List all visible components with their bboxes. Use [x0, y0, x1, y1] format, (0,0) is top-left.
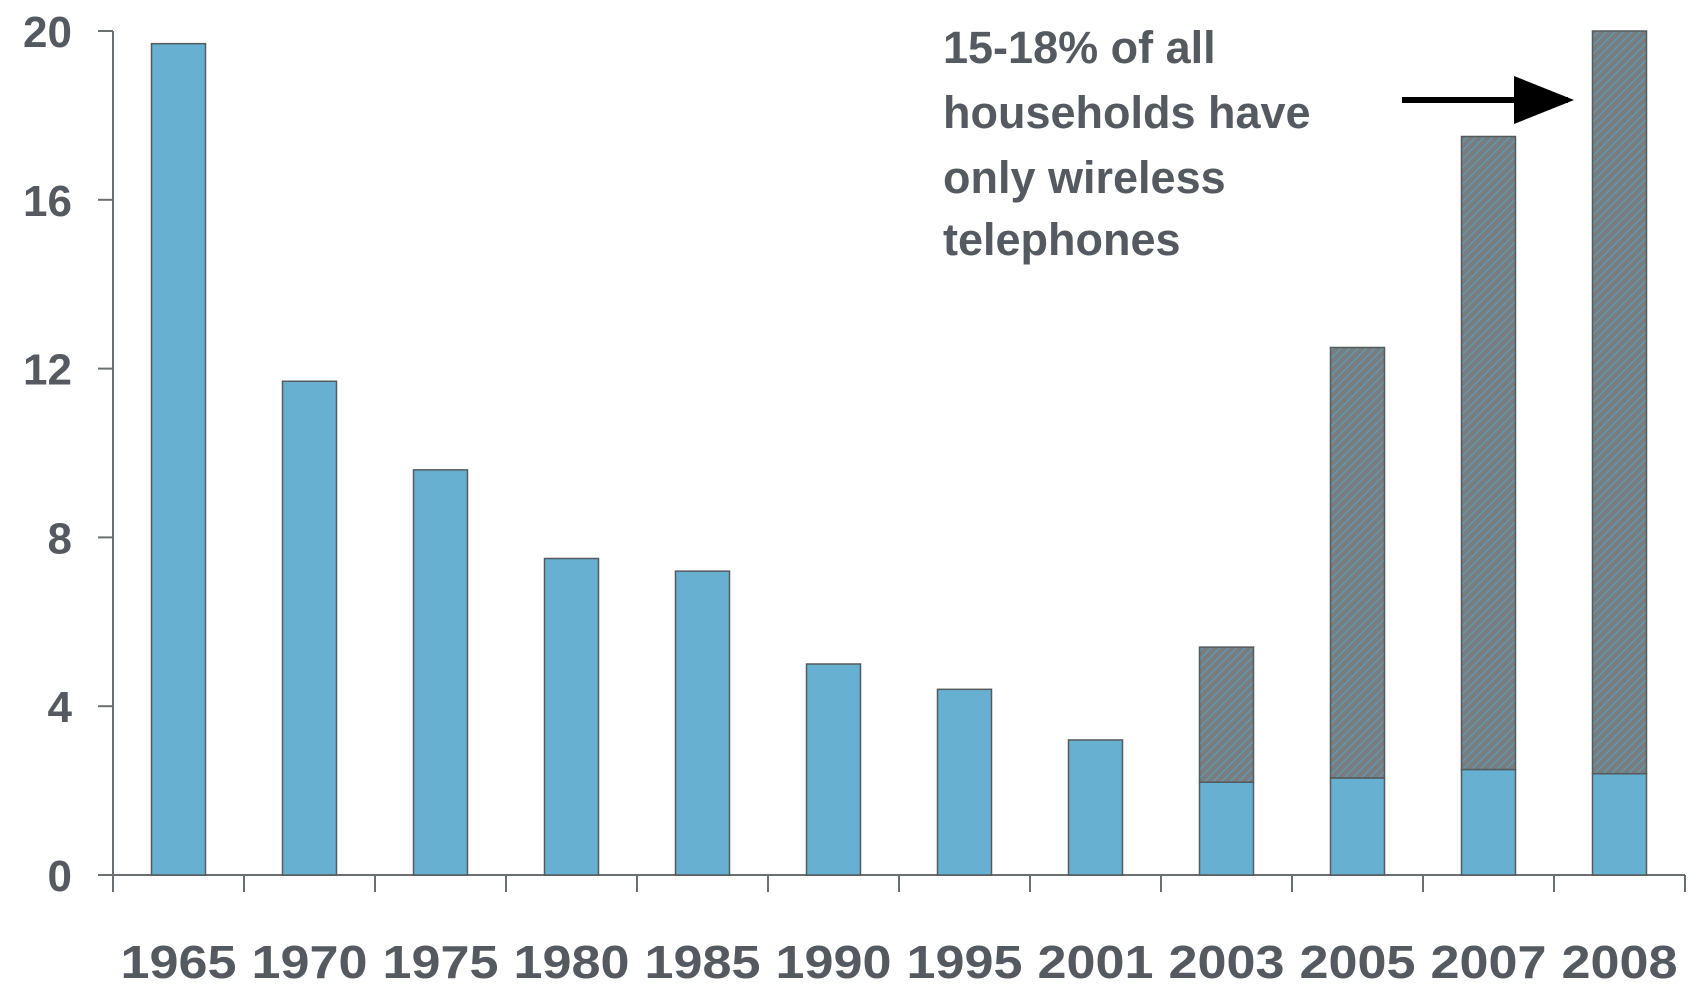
y-tick-label: 4 — [48, 683, 73, 732]
x-axis: 1965 1970 1975 1980 1985 1990 1995 2001 2003 2005… — [112, 874, 1686, 986]
bar-segment-base — [1198, 781, 1255, 876]
x-tick-label: 1975 — [383, 936, 499, 986]
bar-segment-base — [412, 469, 469, 876]
y-tick-label: 0 — [48, 852, 72, 901]
y-tick-label: 16 — [23, 177, 72, 226]
x-tick-label: 1980 — [514, 936, 630, 986]
annotation-line-2: households have — [943, 87, 1311, 138]
x-tick-label: 1985 — [645, 936, 761, 986]
x-tick-label: 2001 — [1038, 936, 1154, 986]
x-tick-label: 2007 — [1431, 936, 1547, 986]
bar-segment-base — [805, 663, 862, 876]
bar-segment-base — [674, 570, 731, 876]
bar-segment-base — [281, 380, 338, 876]
bar-segment-base — [1591, 772, 1648, 876]
x-tick-label: 1970 — [252, 936, 368, 986]
bar-segment-hatched — [1198, 646, 1255, 783]
x-tick-label: 1990 — [776, 936, 892, 986]
x-tick-label: 2003 — [1169, 936, 1285, 986]
bar-segment-base — [1460, 768, 1517, 876]
bar-segment-hatched — [1460, 135, 1517, 771]
y-tick-label: 8 — [48, 514, 72, 563]
bar-segment-base — [1329, 777, 1386, 876]
y-tick-label: 12 — [23, 346, 72, 395]
annotation-line-3: only wireless — [943, 152, 1226, 203]
bar-segment-hatched — [1591, 30, 1648, 775]
bars — [150, 30, 1648, 876]
bar-segment-base — [1067, 739, 1124, 876]
bar-segment-hatched — [1329, 346, 1386, 779]
y-tick-label: 20 — [23, 8, 72, 57]
x-tick-label: 2005 — [1300, 936, 1416, 986]
bar-segment-base — [150, 42, 207, 876]
bar-segment-base — [936, 688, 993, 876]
x-tick-label: 1965 — [121, 936, 237, 986]
annotation-line-4: telephones — [943, 214, 1181, 265]
annotation-line-1: 15-18% of all — [943, 22, 1216, 73]
x-tick-label: 1995 — [907, 936, 1023, 986]
bar-segment-base — [543, 557, 600, 876]
x-tick-label: 2008 — [1562, 936, 1678, 986]
annotation: 15-18% of all households have only wirel… — [943, 22, 1574, 265]
y-axis: 0 4 8 12 16 20 — [23, 8, 114, 901]
